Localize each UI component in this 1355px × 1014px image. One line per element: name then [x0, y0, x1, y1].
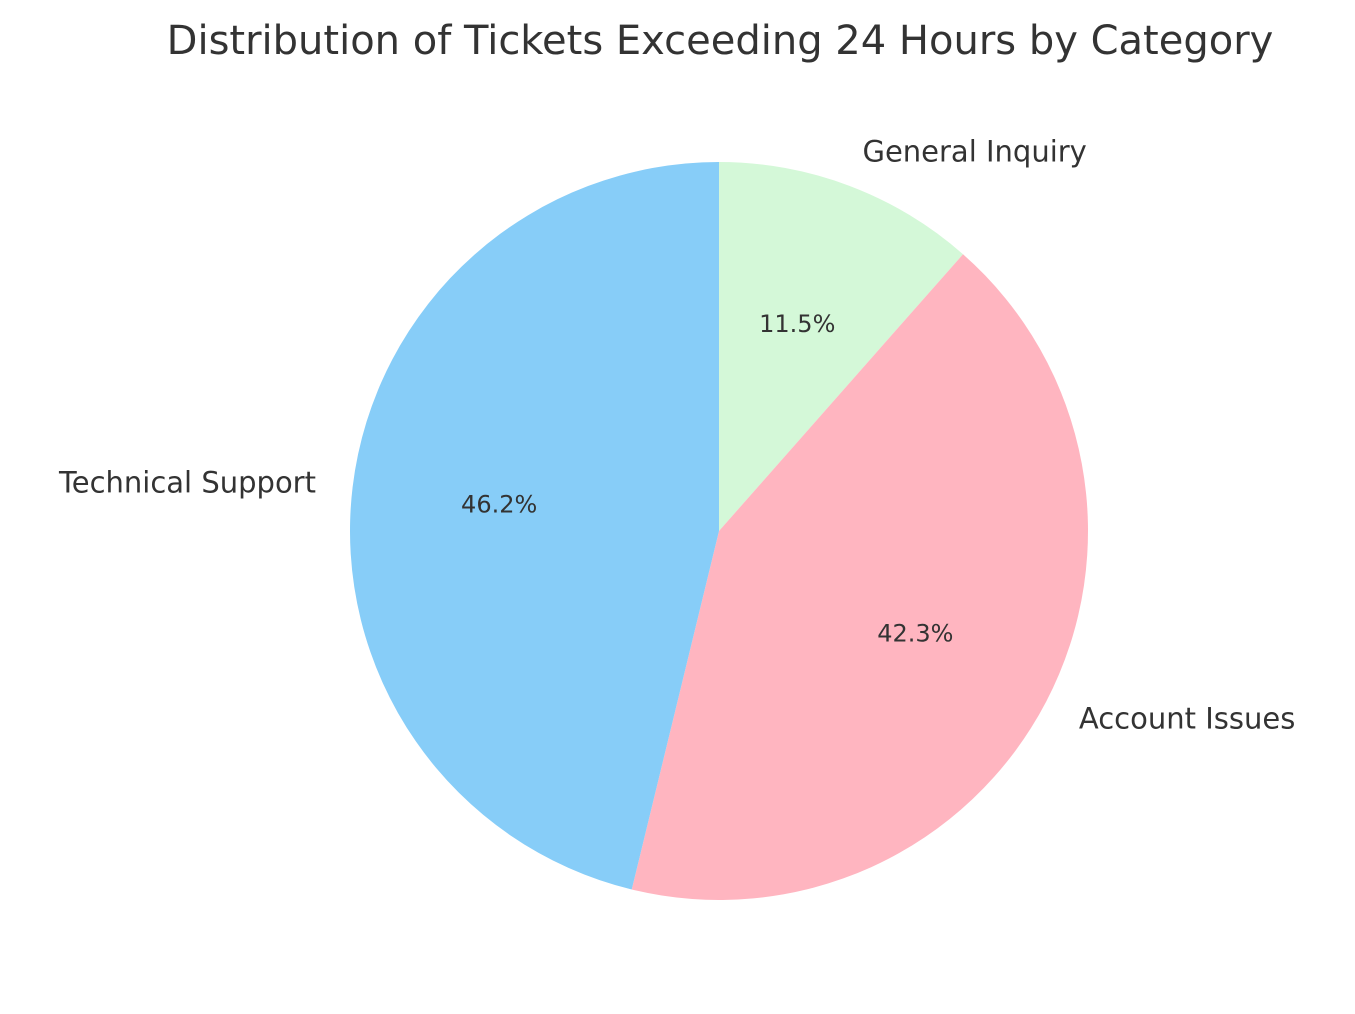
pie-slice-account-issues	[631, 254, 1088, 901]
chart-title: Distribution of Tickets Exceeding 24 Hou…	[167, 18, 1274, 64]
pie-slices	[350, 162, 1088, 901]
pie-slice-technical-support	[350, 162, 719, 890]
slice-percent-account-issues: 42.3%	[877, 619, 953, 647]
pie-labels: General Inquiry 11.5% Account Issues 42.3% T…	[58, 134, 1295, 735]
slice-label-account-issues: Account Issues	[1079, 702, 1295, 736]
pie-slice-general-inquiry	[719, 162, 964, 531]
slice-percent-technical-support: 46.2%	[461, 491, 537, 519]
slice-percent-general-inquiry: 11.5%	[759, 310, 835, 338]
slice-label-general-inquiry: General Inquiry	[862, 134, 1086, 168]
slice-label-technical-support: Technical Support	[58, 466, 316, 500]
